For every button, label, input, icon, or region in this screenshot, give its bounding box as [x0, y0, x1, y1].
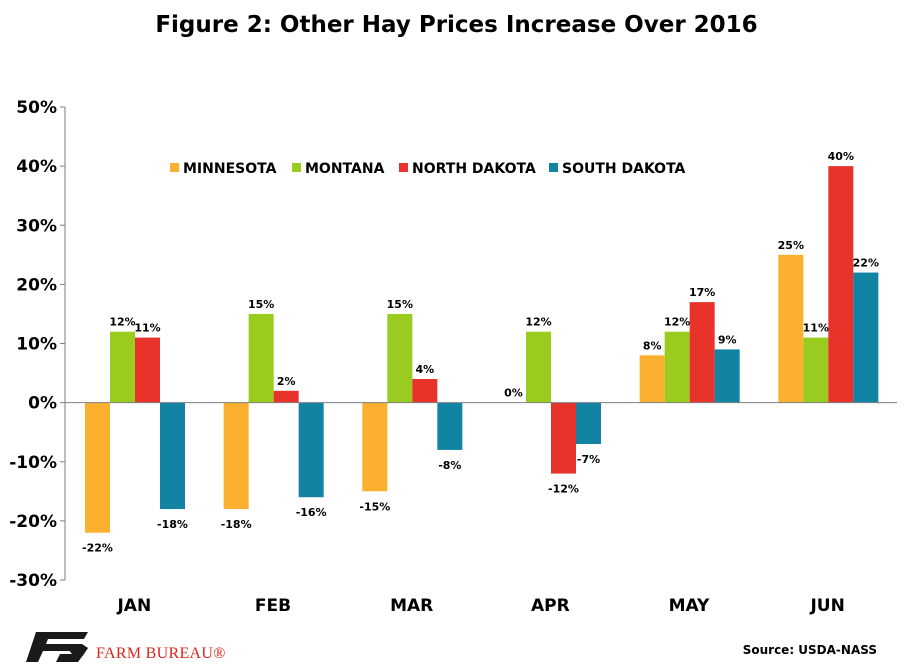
legend-label: NORTH DAKOTA — [412, 161, 536, 177]
bar-north-dakota-jun — [828, 166, 854, 403]
bar-north-dakota-feb — [273, 390, 299, 403]
legend-swatch-montana — [292, 163, 301, 172]
data-label: 25% — [778, 239, 804, 252]
bar-north-dakota-may — [689, 302, 715, 403]
legend-swatch-minnesota — [170, 163, 179, 172]
farm-bureau-wordmark: FARM BUREAU® — [96, 645, 226, 662]
y-tick-label: 10% — [16, 335, 57, 355]
bar-minnesota-mar — [362, 402, 388, 492]
bar-montana-mar — [387, 313, 413, 403]
data-label: 40% — [828, 150, 854, 163]
legend-label: SOUTH DAKOTA — [562, 161, 686, 177]
bar-south-dakota-jan — [160, 402, 185, 510]
farm-bureau-logo: FARM BUREAU® — [26, 630, 226, 664]
bar-south-dakota-mar — [437, 402, 463, 450]
y-tick-label: -20% — [9, 512, 57, 532]
data-label: 15% — [387, 298, 413, 311]
data-label: -12% — [548, 483, 579, 496]
y-tick-label: 40% — [16, 157, 57, 177]
data-label: 0% — [504, 387, 523, 400]
x-tick-label: FEB — [255, 596, 291, 616]
farm-bureau-mark-icon — [26, 632, 88, 662]
legend-swatch-north-dakota — [399, 163, 408, 172]
data-label: 12% — [109, 316, 135, 329]
bar-north-dakota-apr — [551, 402, 576, 474]
data-label: 4% — [415, 363, 434, 376]
y-tick-label: 50% — [16, 98, 57, 118]
bar-minnesota-feb — [223, 402, 249, 510]
data-label: -7% — [577, 453, 600, 466]
data-label: -18% — [157, 518, 188, 531]
x-tick-label: APR — [531, 596, 570, 616]
data-label: 17% — [689, 286, 715, 299]
data-label: 12% — [664, 316, 690, 329]
legend-swatch-south-dakota — [549, 163, 558, 172]
chart-title: Figure 2: Other Hay Prices Increase Over… — [155, 12, 758, 38]
data-label: -22% — [82, 542, 113, 555]
bar-montana-apr — [526, 331, 551, 403]
x-tick-label: MAY — [669, 596, 710, 616]
bar-north-dakota-mar — [412, 378, 438, 403]
data-label: 22% — [853, 257, 879, 270]
data-label: 15% — [248, 298, 274, 311]
bar-minnesota-jan — [85, 402, 110, 533]
bar-south-dakota-jun — [853, 272, 879, 403]
bar-montana-jan — [110, 331, 135, 403]
bar-montana-may — [664, 331, 690, 403]
data-label: 11% — [134, 322, 160, 335]
y-tick-label: -30% — [9, 571, 57, 591]
bar-south-dakota-feb — [298, 402, 324, 498]
data-label: -8% — [438, 459, 461, 472]
x-tick-label: JUN — [809, 596, 844, 616]
y-tick-label: 0% — [28, 394, 57, 414]
data-label: 11% — [803, 322, 829, 335]
data-label: -15% — [359, 500, 390, 513]
data-label: -18% — [221, 518, 252, 531]
data-label: 8% — [643, 339, 662, 352]
data-label: 9% — [718, 333, 737, 346]
source-note: Source: USDA-NASS — [742, 643, 877, 657]
bar-south-dakota-may — [714, 349, 740, 403]
data-label: 2% — [277, 375, 296, 388]
legend-label: MINNESOTA — [183, 161, 277, 177]
data-label: -16% — [296, 506, 327, 519]
x-tick-label: JAN — [116, 596, 151, 616]
bar-south-dakota-apr — [576, 402, 601, 445]
y-tick-label: 30% — [16, 216, 57, 236]
data-label: 12% — [525, 316, 551, 329]
bar-minnesota-jun — [778, 254, 804, 403]
x-tick-label: MAR — [390, 596, 433, 616]
legend-label: MONTANA — [305, 161, 385, 177]
y-tick-label: -10% — [9, 453, 57, 473]
bar-montana-feb — [248, 313, 274, 403]
bar-north-dakota-jan — [135, 337, 160, 403]
bar-minnesota-may — [639, 355, 665, 403]
y-tick-label: 20% — [16, 275, 57, 295]
bar-montana-jun — [803, 337, 829, 403]
